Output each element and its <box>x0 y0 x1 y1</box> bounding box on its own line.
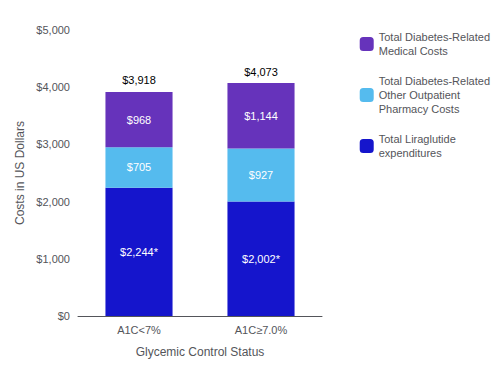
svg-text:$2,002*: $2,002* <box>242 253 281 265</box>
svg-text:A1C≥7.0%: A1C≥7.0% <box>235 324 288 336</box>
svg-text:$3,000: $3,000 <box>36 138 70 150</box>
svg-text:Medical Costs: Medical Costs <box>379 45 449 57</box>
svg-text:Glycemic Control Status: Glycemic Control Status <box>136 345 265 359</box>
svg-text:$0: $0 <box>58 310 70 322</box>
svg-text:Total Diabetes-Related: Total Diabetes-Related <box>379 31 490 43</box>
svg-text:Pharmacy Costs: Pharmacy Costs <box>379 103 460 115</box>
svg-text:$968: $968 <box>127 114 151 126</box>
svg-text:Other Outpatient: Other Outpatient <box>379 89 460 101</box>
svg-text:$1,144: $1,144 <box>244 110 278 122</box>
svg-text:Total Diabetes-Related: Total Diabetes-Related <box>379 75 490 87</box>
svg-text:$2,244*: $2,244* <box>120 246 159 258</box>
svg-text:$4,000: $4,000 <box>36 81 70 93</box>
svg-text:Costs in US Dollars: Costs in US Dollars <box>13 121 27 225</box>
svg-text:$5,000: $5,000 <box>36 24 70 36</box>
svg-text:$4,073: $4,073 <box>244 66 278 78</box>
svg-text:expenditures: expenditures <box>379 147 442 159</box>
svg-text:$3,918: $3,918 <box>122 74 156 86</box>
svg-text:Total Liraglutide: Total Liraglutide <box>379 133 456 145</box>
svg-text:A1C<7%: A1C<7% <box>117 324 161 336</box>
svg-text:$1,000: $1,000 <box>36 253 70 265</box>
svg-text:$927: $927 <box>249 169 273 181</box>
svg-text:$2,000: $2,000 <box>36 196 70 208</box>
svg-text:$705: $705 <box>127 161 151 173</box>
